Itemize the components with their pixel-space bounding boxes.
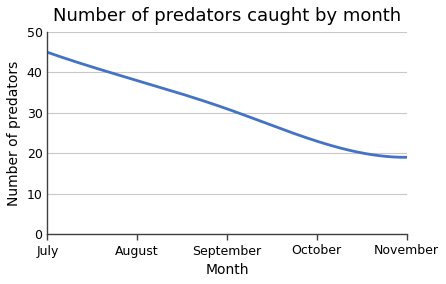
X-axis label: Month: Month — [205, 263, 249, 277]
Y-axis label: Number of predators: Number of predators — [7, 60, 21, 206]
Title: Number of predators caught by month: Number of predators caught by month — [53, 7, 401, 25]
